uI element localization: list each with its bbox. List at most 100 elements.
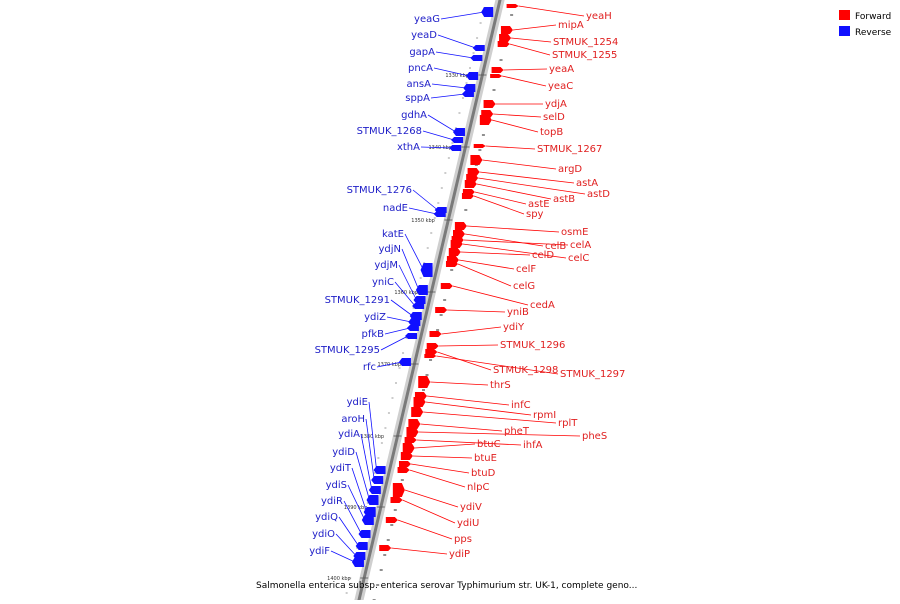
gene-block-nadE[interactable] (433, 211, 446, 217)
gene-label-btuD[interactable]: btuD (471, 468, 496, 479)
gene-block-STMUK_1268[interactable] (451, 137, 464, 143)
gene-label-yeaD[interactable]: yeaD (411, 30, 437, 41)
gene-label-pps[interactable]: pps (454, 534, 472, 545)
gene-block-astB[interactable] (464, 180, 477, 188)
gene-block-pps[interactable] (385, 517, 398, 523)
gene-label-nadE[interactable]: nadE (383, 203, 408, 214)
gene-label-ydiF[interactable]: ydiF (309, 546, 330, 557)
gene-label-STMUK_1255[interactable]: STMUK_1255 (552, 50, 617, 61)
gene-block-pheT[interactable] (408, 419, 421, 429)
gene-label-mipA[interactable]: mipA (558, 20, 584, 31)
gene-label-ydiP[interactable]: ydiP (449, 549, 470, 560)
gene-block-yeaH[interactable] (506, 4, 519, 8)
gene-block-STMUK_1295[interactable] (405, 333, 418, 339)
gene-label-STMUK_1267[interactable]: STMUK_1267 (537, 144, 602, 155)
gene-block-pheS[interactable] (406, 427, 419, 437)
gene-label-ydjN[interactable]: ydjN (378, 244, 401, 255)
gene-block-yniB[interactable] (435, 307, 448, 313)
gene-label-ydiE[interactable]: ydiE (347, 397, 368, 408)
gene-block-ydiV[interactable] (392, 483, 405, 497)
gene-block-nlpC[interactable] (397, 467, 410, 473)
gene-label-celD[interactable]: celD (532, 250, 554, 261)
gene-block-btuE[interactable] (400, 452, 413, 460)
gene-label-celC[interactable]: celC (568, 253, 589, 264)
gene-label-btuE[interactable]: btuE (474, 453, 497, 464)
gene-label-ydiU[interactable]: ydiU (457, 518, 479, 529)
gene-label-ydiD[interactable]: ydiD (332, 447, 355, 458)
gene-label-celG[interactable]: celG (513, 281, 535, 292)
gene-block-STMUK_1255[interactable] (497, 41, 510, 47)
gene-label-btuC[interactable]: btuC (477, 439, 501, 450)
gene-label-ydjM[interactable]: ydjM (374, 260, 398, 271)
gene-block-STMUK_1296[interactable] (426, 343, 439, 349)
gene-label-STMUK_1276[interactable]: STMUK_1276 (347, 185, 412, 196)
gene-label-ydiO[interactable]: ydiO (312, 529, 335, 540)
gene-label-rplT[interactable]: rplT (558, 418, 578, 429)
gene-label-pheT[interactable]: pheT (504, 426, 530, 437)
gene-label-ydiA[interactable]: ydiA (338, 429, 360, 440)
gene-block-ydiD[interactable] (366, 495, 379, 505)
gene-label-topB[interactable]: topB (540, 127, 563, 138)
gene-block-pncA[interactable] (466, 72, 479, 80)
gene-block-yeaG[interactable] (481, 7, 494, 17)
gene-block-STMUK_1254[interactable] (499, 34, 512, 42)
gene-label-ydiR[interactable]: ydiR (321, 496, 343, 507)
gene-label-yeaC[interactable]: yeaC (548, 81, 573, 92)
gene-label-yniB[interactable]: yniB (507, 307, 529, 318)
gene-block-STMUK_1298[interactable] (425, 349, 438, 355)
gene-block-gapA[interactable] (470, 55, 483, 61)
gene-block-ydjN[interactable] (415, 285, 428, 295)
gene-block-ansA[interactable] (463, 84, 476, 92)
gene-block-ihfA[interactable] (404, 437, 417, 443)
gene-block-celC[interactable] (450, 240, 463, 248)
gene-label-gapA[interactable]: gapA (409, 47, 435, 58)
gene-label-ihfA[interactable]: ihfA (523, 440, 543, 451)
gene-block-osmE[interactable] (454, 222, 467, 230)
gene-block-STMUK_1297[interactable] (424, 354, 437, 358)
gene-label-STMUK_1254[interactable]: STMUK_1254 (553, 37, 618, 48)
gene-block-katE[interactable] (420, 263, 433, 277)
gene-block-rplT[interactable] (411, 407, 424, 417)
gene-label-katE[interactable]: katE (382, 229, 404, 240)
gene-block-thrS[interactable] (418, 376, 431, 388)
gene-block-celG[interactable] (445, 261, 458, 267)
gene-label-gdhA[interactable]: gdhA (401, 110, 427, 121)
gene-label-rfc[interactable]: rfc (363, 362, 376, 373)
gene-label-selD[interactable]: selD (543, 112, 565, 123)
gene-block-ydiR[interactable] (358, 530, 371, 538)
gene-label-cedA[interactable]: cedA (530, 300, 555, 311)
gene-label-thrS[interactable]: thrS (490, 380, 511, 391)
gene-block-ydiE[interactable] (373, 466, 386, 474)
gene-label-celB[interactable]: celB (545, 241, 566, 252)
gene-block-ydiY[interactable] (429, 331, 442, 337)
gene-label-rpmI[interactable]: rpmI (533, 410, 556, 421)
gene-block-argD[interactable] (470, 155, 483, 165)
gene-label-STMUK_1298[interactable]: STMUK_1298 (493, 365, 558, 376)
gene-block-ydiQ[interactable] (355, 542, 368, 550)
gene-label-osmE[interactable]: osmE (561, 227, 588, 238)
gene-label-argD[interactable]: argD (558, 164, 582, 175)
gene-label-aroH[interactable]: aroH (341, 414, 365, 425)
gene-block-ydiP[interactable] (379, 545, 392, 551)
gene-label-astE[interactable]: astE (528, 199, 550, 210)
gene-block-yeaD[interactable] (472, 45, 485, 51)
gene-block-STMUK_1267[interactable] (473, 144, 486, 148)
gene-block-ydiZ[interactable] (408, 318, 421, 326)
gene-label-yniC[interactable]: yniC (372, 277, 394, 288)
gene-block-ydjA[interactable] (483, 100, 496, 108)
gene-block-sppA[interactable] (461, 91, 474, 97)
gene-block-ydiF[interactable] (351, 557, 364, 567)
gene-label-celA[interactable]: celA (570, 240, 591, 251)
gene-label-STMUK_1291[interactable]: STMUK_1291 (325, 295, 390, 306)
gene-block-pfkB[interactable] (406, 325, 419, 331)
gene-label-yeaA[interactable]: yeaA (549, 64, 574, 75)
gene-label-celF[interactable]: celF (516, 264, 536, 275)
gene-label-ydiS[interactable]: ydiS (326, 480, 347, 491)
gene-block-mipA[interactable] (500, 26, 513, 34)
gene-block-btuD[interactable] (398, 461, 411, 467)
gene-block-celD[interactable] (448, 248, 461, 256)
gene-label-pfkB[interactable]: pfkB (361, 329, 384, 340)
gene-label-ydiV[interactable]: ydiV (460, 502, 482, 513)
gene-label-xthA[interactable]: xthA (397, 142, 420, 153)
gene-block-cedA[interactable] (440, 283, 453, 289)
